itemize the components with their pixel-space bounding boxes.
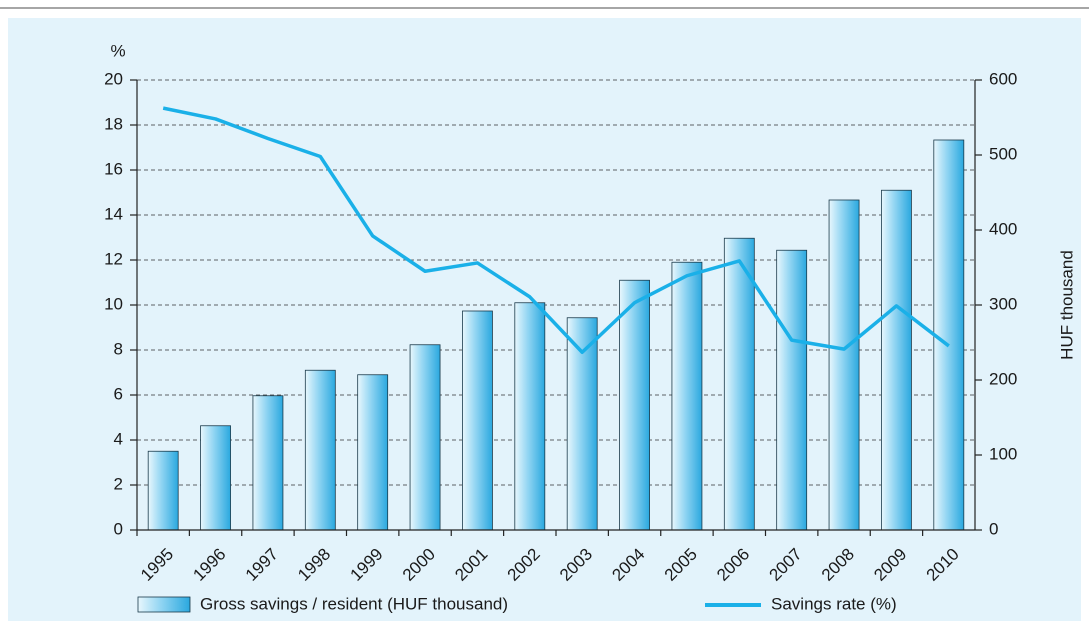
legend-label: Savings rate (%) <box>771 594 897 613</box>
y2-tick-label: 300 <box>989 294 1017 313</box>
line <box>162 106 950 354</box>
y-tick-label: 4 <box>114 429 123 448</box>
legend-label: Gross savings / resident (HUF thousand) <box>200 594 508 613</box>
bar <box>776 249 808 531</box>
y-tick-label: 18 <box>104 114 123 133</box>
bar <box>200 425 231 531</box>
y-tick-label: 10 <box>104 294 123 313</box>
legend-swatch <box>137 596 191 613</box>
bar <box>723 237 755 531</box>
y2-tick-label: 600 <box>989 69 1017 88</box>
y2-axis-label: HUF thousand <box>1057 250 1076 360</box>
y2-tick-label: 200 <box>989 369 1017 388</box>
y-tick-label: 6 <box>114 384 123 403</box>
y-axis-label: % <box>110 41 125 60</box>
bar <box>462 310 493 531</box>
bar <box>881 189 912 531</box>
bar <box>514 302 546 531</box>
bar <box>566 317 598 531</box>
y2-tick-label: 500 <box>989 144 1017 163</box>
y-tick-label: 16 <box>104 159 123 178</box>
bar <box>147 450 179 531</box>
bar <box>828 199 860 531</box>
y-tick-label: 0 <box>114 519 123 538</box>
bar <box>619 279 650 531</box>
y-tick-label: 20 <box>104 69 123 88</box>
bar <box>933 139 965 531</box>
y-tick-label: 8 <box>114 339 123 358</box>
bar <box>304 369 336 531</box>
y2-tick-label: 400 <box>989 219 1017 238</box>
y-tick-label: 14 <box>104 204 123 223</box>
bar <box>357 374 389 531</box>
y2-tick-label: 0 <box>989 519 998 538</box>
y-tick-label: 2 <box>114 474 123 493</box>
bar <box>671 261 703 531</box>
bar <box>409 344 441 531</box>
y-tick-label: 12 <box>104 249 123 268</box>
bar <box>252 395 284 531</box>
y2-tick-label: 100 <box>989 444 1017 463</box>
